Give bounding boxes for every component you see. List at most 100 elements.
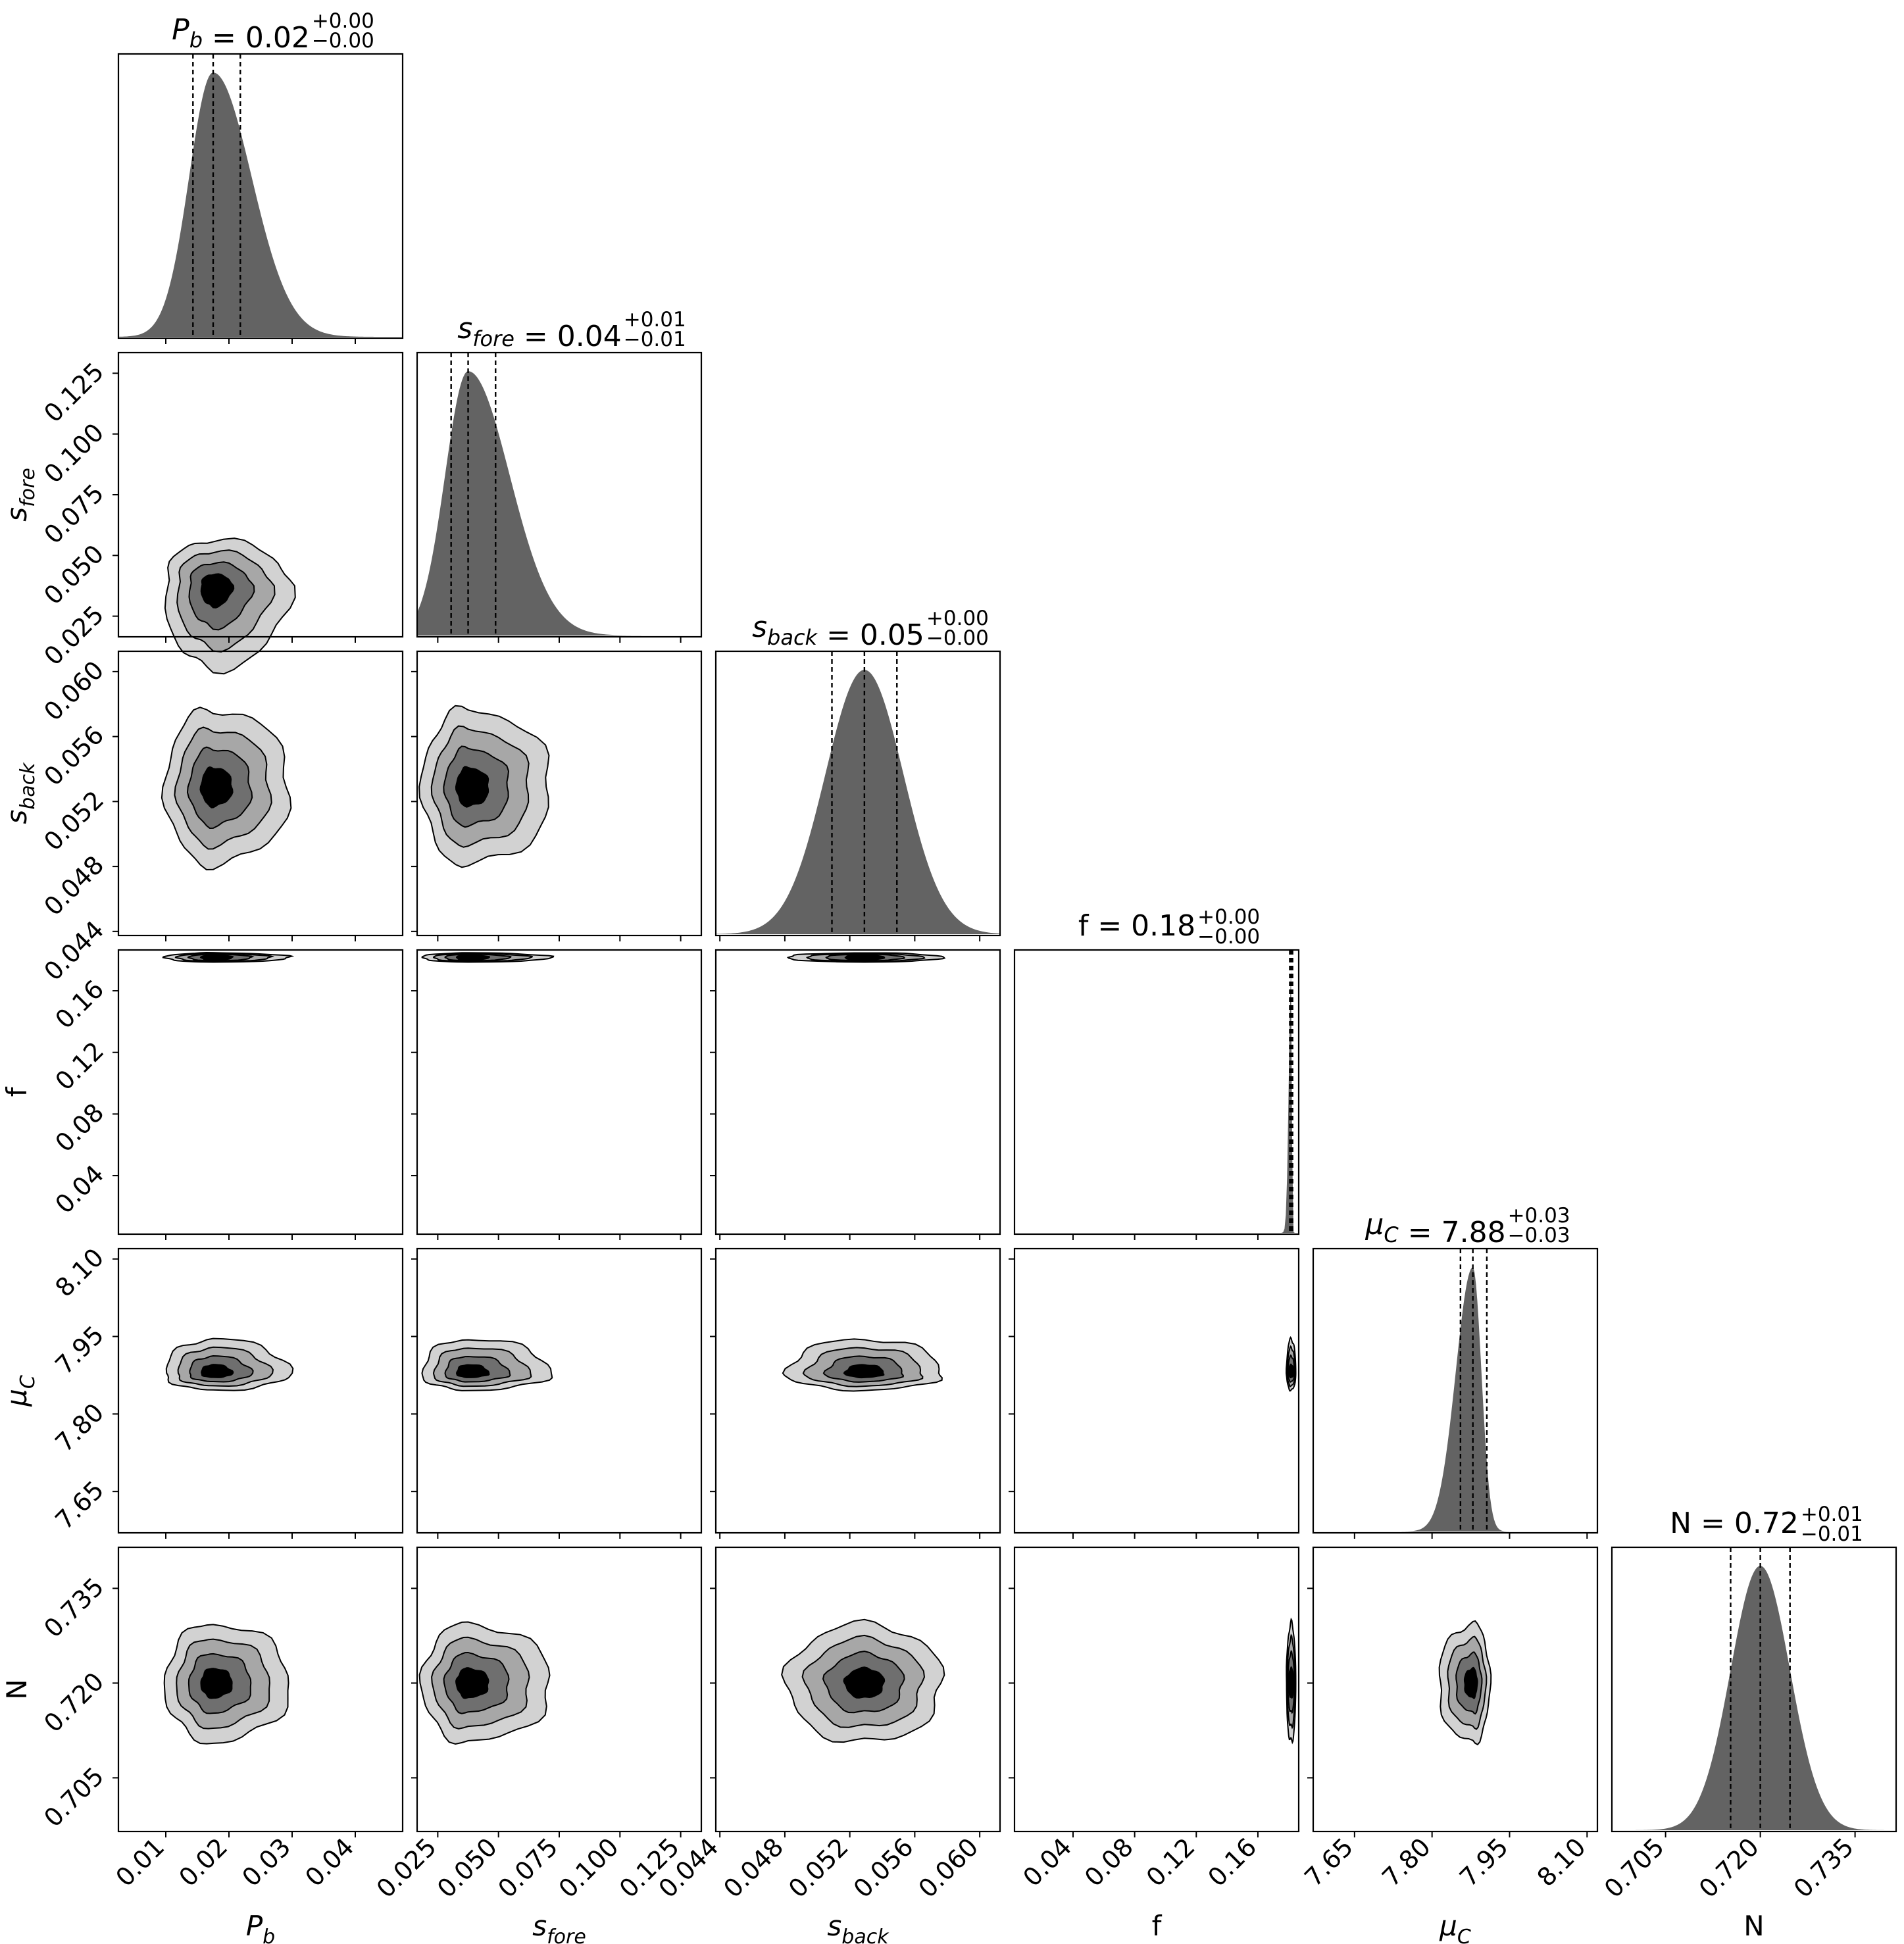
panel-N: N = 0.72 +0.01−0.01 0.705 0.720 0.735 N <box>1599 1503 1897 1942</box>
title-subscript: C <box>1384 1222 1399 1247</box>
y-tick-label-sback: 0.052 <box>38 785 109 857</box>
histogram-Pb <box>118 72 403 337</box>
contour-level-4 <box>200 573 235 609</box>
contour-level-4 <box>199 766 234 809</box>
histogram-sfore <box>417 371 701 636</box>
title-plus-error: +0.01 <box>1801 1503 1863 1526</box>
contour-level-4 <box>201 1364 234 1378</box>
y-tick-label-muC: 7.95 <box>49 1320 109 1380</box>
title-f: f = 0.18 <box>1078 909 1195 943</box>
x-tick-label-sback: 0.048 <box>718 1832 789 1903</box>
x-tick-label-f: 0.04 <box>1017 1832 1077 1892</box>
panel-sfore-sback <box>411 650 703 941</box>
title-symbol: f <box>1078 909 1090 943</box>
y-axis-label-muC-symbol: μ <box>1 1389 33 1407</box>
x-tick-label-N: 0.705 <box>1599 1832 1670 1903</box>
panel-f-N: 0.04 0.08 0.12 0.16 f <box>1009 1546 1300 1942</box>
title-plus-error: +0.01 <box>624 308 686 332</box>
title-symbol: P <box>172 13 189 47</box>
title-N: N = 0.72 <box>1670 1507 1799 1540</box>
y-tick-label-N: 0.705 <box>38 1762 109 1833</box>
y-tick-label-muC: 7.65 <box>49 1475 109 1535</box>
y-tick-label-sback: 0.044 <box>38 915 109 986</box>
title-sfore: sfore = 0.04 <box>457 312 621 353</box>
x-axis-label-sfore-subscript: fore <box>547 1926 586 1944</box>
y-tick-label-sfore: 0.100 <box>38 418 109 489</box>
y-tick-label-N: 0.720 <box>38 1667 109 1738</box>
x-tick-label-Pb: 0.02 <box>173 1832 233 1892</box>
x-axis-label-Pb: Pb <box>246 1910 275 1944</box>
x-axis-label-muC-subscript: C <box>1457 1926 1471 1944</box>
panel-muC: μC = 7.88 +0.03−0.03 <box>1312 1204 1599 1539</box>
contour-level-4 <box>844 954 886 961</box>
x-tick-label-f: 0.08 <box>1079 1832 1139 1892</box>
x-axis-label-sback-subscript: back <box>841 1926 889 1944</box>
panel-frame <box>714 1247 1001 1534</box>
title-symbol: μ <box>1365 1208 1384 1241</box>
y-axis-label-muC-subscript: C <box>16 1375 39 1389</box>
y-axis-label-muC: μC <box>1 1375 39 1407</box>
x-tick-label-sback: 0.060 <box>913 1832 984 1903</box>
panel-frame <box>1611 1546 1897 1833</box>
histogram-muC <box>1313 1267 1597 1532</box>
title-minus-error: −0.01 <box>1801 1522 1863 1546</box>
x-axis-label-f: f <box>1152 1910 1163 1942</box>
histogram-N <box>1612 1566 1896 1830</box>
title-muC: μC = 7.88 <box>1365 1208 1505 1249</box>
x-axis-label-sback-symbol: s <box>827 1910 841 1942</box>
panel-frame <box>117 949 404 1235</box>
y-axis-label-sfore: sfore <box>1 468 39 522</box>
y-tick-label-sfore: 0.075 <box>38 478 109 549</box>
panel-frame <box>117 1546 404 1833</box>
y-tick-label-sback: 0.060 <box>38 655 109 726</box>
panel-frame <box>714 1546 1001 1833</box>
panel-f: f = 0.18 +0.00−0.00 <box>1013 905 1300 1240</box>
contour-level-4 <box>456 954 491 961</box>
panel-frame <box>1013 1247 1300 1534</box>
panel-frame <box>1312 1546 1599 1833</box>
x-axis-label-muC: μC <box>1439 1910 1471 1944</box>
title-symbol: s <box>457 312 472 345</box>
panel-Pb-muC: 7.65 7.80 7.95 8.10 μC <box>1 1243 404 1539</box>
x-tick-label-muC: 7.80 <box>1376 1832 1436 1892</box>
title-value: = 0.72 <box>1691 1507 1799 1540</box>
title-value: = 7.88 <box>1399 1216 1506 1249</box>
title-value: = 0.05 <box>817 618 924 652</box>
panel-Pb-N: 0.01 0.02 0.03 0.04 Pb 0.705 0.720 0.735 N <box>1 1546 404 1944</box>
y-tick-label-sfore: 0.025 <box>38 600 109 671</box>
panel-frame <box>117 650 404 937</box>
contour-level-4 <box>200 1668 233 1699</box>
x-axis-label-muC-symbol: μ <box>1439 1910 1457 1942</box>
panel-f-muC <box>1009 1247 1300 1539</box>
title-value: = 0.18 <box>1088 909 1195 943</box>
y-tick-label-sfore: 0.050 <box>38 539 109 611</box>
x-tick-label-sfore: 0.075 <box>492 1832 563 1903</box>
title-plus-error: +0.00 <box>1197 905 1260 929</box>
contour-level-4 <box>843 1364 885 1379</box>
title-subscript: back <box>767 625 818 650</box>
x-tick-label-sfore: 0.100 <box>553 1832 624 1903</box>
title-minus-error: −0.00 <box>926 626 989 650</box>
x-tick-label-muC: 8.10 <box>1532 1832 1591 1892</box>
histogram-sback <box>716 670 1000 934</box>
panel-frame <box>117 1247 404 1534</box>
y-tick-label-sback: 0.056 <box>38 720 109 791</box>
x-axis-label-Pb-symbol: P <box>246 1910 263 1942</box>
x-tick-label-Pb: 0.03 <box>236 1832 296 1892</box>
panel-sback-f <box>710 949 1001 1240</box>
y-tick-label-f: 0.04 <box>49 1159 109 1219</box>
title-value: = 0.04 <box>514 320 622 353</box>
y-tick-label-muC: 8.10 <box>49 1243 109 1303</box>
x-tick-label-sfore: 0.025 <box>371 1832 442 1903</box>
panel-Pb: Pb = 0.02 +0.00−0.00 <box>117 9 404 344</box>
x-axis-label-sback: sback <box>827 1910 889 1944</box>
x-tick-label-sfore: 0.050 <box>432 1832 503 1903</box>
y-tick-label-muC: 7.80 <box>49 1398 109 1458</box>
y-axis-label-sback: sback <box>1 762 39 824</box>
contour-level-4 <box>455 1364 490 1378</box>
panel-frame <box>714 949 1001 1235</box>
